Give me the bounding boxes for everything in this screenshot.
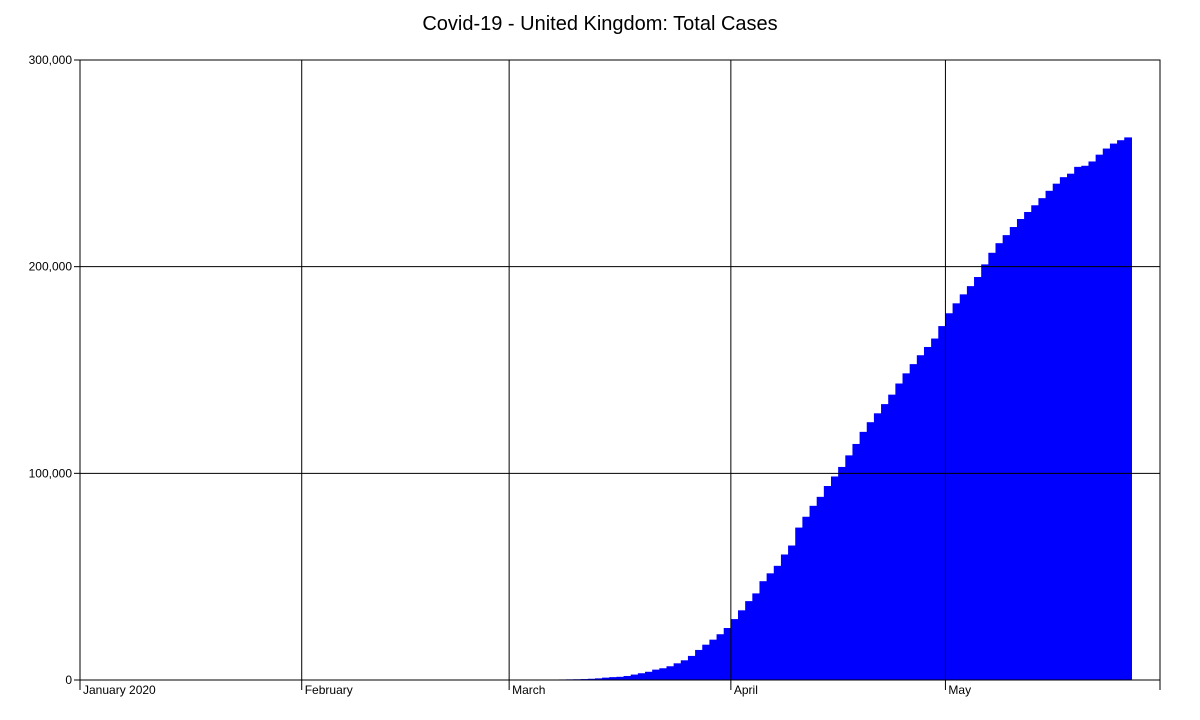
area-bar [723,628,732,680]
area-bar [752,593,761,680]
area-bar [616,676,625,680]
area-bar [716,634,725,680]
area-bar [609,677,618,680]
area-bar [666,666,675,680]
area-bar [738,610,746,680]
area-bar [1081,165,1090,680]
area-bar [974,277,982,680]
area-bar [695,649,703,680]
area-bar [673,663,682,680]
area-bar [1009,227,1018,680]
area-bar [845,455,854,680]
x-tick-label: February [305,683,353,697]
area-bar [902,373,911,680]
x-tick-label: April [734,683,758,697]
area-bar [602,677,610,680]
area-bar [680,660,689,680]
area-bar [952,303,961,680]
area-bar [594,678,603,680]
area-bar [966,286,975,680]
area-bar [881,404,889,680]
area-bar [1052,183,1061,681]
area-bar [923,346,932,680]
area-bar [1031,205,1040,680]
area-bar [788,545,796,680]
area-bar [766,573,775,680]
area-bar [938,326,947,680]
area-bar [959,294,968,680]
grid-layer [80,60,1160,680]
area-bar [1109,143,1118,680]
area-bar [988,252,997,681]
y-tick-label: 0 [65,673,72,687]
area-bar [702,644,710,680]
area-bar [659,668,668,680]
area-bar [759,581,768,680]
x-tick-label: March [512,683,545,697]
area-bar [1088,161,1097,680]
x-tick-label: May [948,683,971,697]
area-bar [780,554,789,680]
area-bar [1117,140,1125,681]
area-layer [516,137,1132,681]
area-bar [866,422,875,680]
area-bar [909,364,918,680]
area-bar [859,431,868,680]
plot-frame [79,59,1161,681]
area-bar [830,476,839,680]
area-bar [802,516,811,680]
area-bar [1095,154,1104,680]
area-bar [652,669,660,680]
area-bar [1067,173,1075,680]
area-bar [895,383,904,680]
area-bar [1024,211,1032,681]
area-bar [1016,219,1025,680]
area-bar [1074,166,1082,681]
area-bar [709,639,718,680]
area-bar [637,673,646,680]
y-tick-label: 300,000 [29,53,73,67]
area-bar [873,413,882,680]
area-bar [1102,148,1111,681]
area-bar [823,486,832,680]
area-bar [981,264,989,680]
area-bar [773,565,782,680]
x-tick-label: January 2020 [83,683,156,697]
area-bar [888,394,896,680]
area-bar [1045,190,1054,681]
tick-layer: 0 100,000 200,000 300,000 January 2020 Februa… [29,53,1161,697]
area-bar [1059,177,1068,681]
area-bar [687,655,696,680]
y-tick-label: 200,000 [29,260,73,274]
chart-title: Covid-19 - United Kingdom: Total Cases [422,13,778,35]
area-bar [1124,137,1132,680]
area-bar [838,466,846,680]
area-bar [816,496,825,680]
area-bar [745,601,753,680]
area-bar [795,527,803,680]
area-bar [623,675,632,680]
area-bar [630,674,639,680]
area-bar [945,313,954,680]
area-bar [916,355,925,680]
area-bar [645,671,653,680]
area-bar [809,505,818,680]
area-bar [730,619,739,680]
area-bar [1038,198,1047,680]
area-bar [852,443,861,680]
area-bar [995,243,1004,680]
area-bar [587,678,596,680]
area-bar [931,338,939,680]
y-tick-label: 100,000 [29,466,73,480]
area-bar [1002,235,1011,680]
